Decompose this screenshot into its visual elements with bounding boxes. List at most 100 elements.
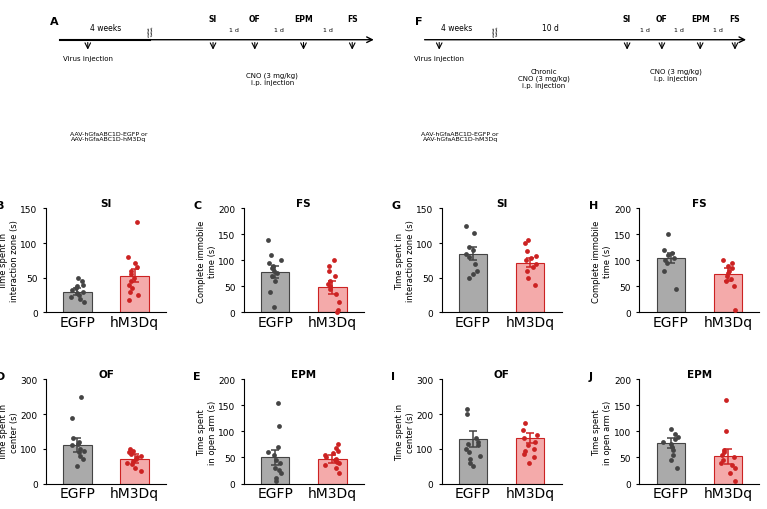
Title: SI: SI	[496, 199, 507, 208]
Text: Virus injection: Virus injection	[63, 56, 113, 62]
Point	[330, 464, 342, 472]
Point	[130, 455, 142, 463]
Point	[721, 272, 733, 280]
Point	[672, 433, 684, 441]
Text: 1 d: 1 d	[713, 28, 723, 33]
Point	[463, 448, 475, 457]
Point	[463, 274, 476, 282]
Text: SI: SI	[209, 15, 217, 24]
Point	[130, 264, 143, 272]
Y-axis label: Complete immobile
time (s): Complete immobile time (s)	[197, 220, 217, 302]
Point	[467, 462, 479, 470]
Point	[132, 292, 144, 300]
Point	[275, 469, 287, 477]
Text: 1 d: 1 d	[323, 28, 333, 33]
Point	[333, 469, 345, 477]
Title: OF: OF	[98, 369, 114, 379]
Point	[130, 259, 142, 267]
Text: AAV-hGfaABC1D-EGFP or
AAV-hGfaABC1D-hM3Dq: AAV-hGfaABC1D-EGFP or AAV-hGfaABC1D-hM3D…	[70, 131, 147, 142]
Point	[123, 448, 135, 457]
Point	[67, 435, 79, 443]
Point	[262, 448, 274, 457]
Point	[74, 445, 87, 453]
Point	[131, 219, 143, 227]
Text: Chronic
CNO (3 mg/kg)
i.p. injection: Chronic CNO (3 mg/kg) i.p. injection	[518, 69, 570, 89]
Text: 1 d: 1 d	[229, 28, 239, 33]
Bar	[713, 457, 742, 484]
Point	[134, 452, 146, 460]
Text: CNO (3 mg/kg)
i.p. injection: CNO (3 mg/kg) i.p. injection	[246, 72, 298, 86]
Text: CNO (3 mg/kg)
i.p. injection: CNO (3 mg/kg) i.p. injection	[650, 69, 702, 82]
Point	[125, 450, 137, 458]
Y-axis label: Time spent in
center (s): Time spent in center (s)	[0, 403, 19, 460]
Point	[129, 464, 141, 472]
Text: AAV-hGfaABC1D-EGFP or
AAV-hGfaABC1D-hM3Dq: AAV-hGfaABC1D-EGFP or AAV-hGfaABC1D-hM3D…	[421, 131, 499, 142]
Point	[124, 445, 137, 453]
Point	[522, 236, 534, 244]
Point	[531, 431, 543, 439]
Point	[77, 288, 89, 296]
Bar	[459, 254, 487, 313]
Point	[667, 451, 680, 459]
Point	[330, 455, 342, 463]
Point	[726, 461, 739, 469]
Point	[265, 251, 277, 260]
Bar	[120, 459, 149, 484]
Point	[71, 282, 83, 291]
Point	[272, 443, 284, 451]
Point	[262, 236, 274, 244]
Point	[272, 467, 285, 475]
Title: FS: FS	[692, 199, 706, 208]
Point	[71, 285, 83, 293]
Point	[526, 264, 538, 272]
Point	[319, 451, 331, 459]
Point	[666, 249, 678, 257]
Text: OF: OF	[656, 15, 668, 24]
Point	[463, 455, 476, 463]
Point	[528, 438, 541, 446]
Point	[716, 456, 729, 464]
Point	[723, 469, 736, 477]
Point	[463, 243, 475, 251]
Point	[665, 441, 677, 449]
Point	[329, 291, 341, 299]
Point	[729, 477, 741, 485]
Point	[470, 435, 482, 443]
Point	[328, 257, 341, 265]
Point	[472, 441, 485, 449]
Text: SI: SI	[623, 15, 631, 24]
Text: 4 weeks: 4 weeks	[90, 24, 120, 33]
Point	[74, 452, 86, 460]
Point	[77, 298, 90, 306]
Point	[269, 474, 281, 483]
Text: 1 d: 1 d	[674, 28, 684, 33]
Point	[520, 257, 532, 265]
Point	[270, 456, 282, 464]
Point	[522, 267, 534, 275]
Point	[722, 270, 734, 278]
Point	[127, 446, 139, 455]
Bar	[120, 276, 149, 313]
Y-axis label: Complete immobile
time (s): Complete immobile time (s)	[592, 220, 613, 302]
Point	[329, 272, 341, 280]
Point	[522, 441, 534, 449]
Point	[264, 288, 276, 296]
Bar	[713, 275, 742, 313]
Point	[669, 430, 681, 438]
Point	[530, 252, 542, 260]
Point	[271, 270, 283, 278]
Text: FS: FS	[729, 15, 740, 24]
Point	[660, 260, 673, 268]
Point	[528, 445, 540, 453]
Point	[333, 298, 345, 306]
Point	[331, 309, 343, 317]
Point	[723, 267, 735, 275]
Point	[65, 294, 77, 302]
Text: EPM: EPM	[294, 15, 313, 24]
Text: C: C	[193, 201, 202, 211]
Y-axis label: Time spent in
interaction zone (s): Time spent in interaction zone (s)	[0, 220, 19, 302]
Point	[268, 267, 281, 275]
Point	[668, 435, 680, 443]
Point	[332, 441, 344, 449]
Text: 1 d: 1 d	[275, 28, 284, 33]
